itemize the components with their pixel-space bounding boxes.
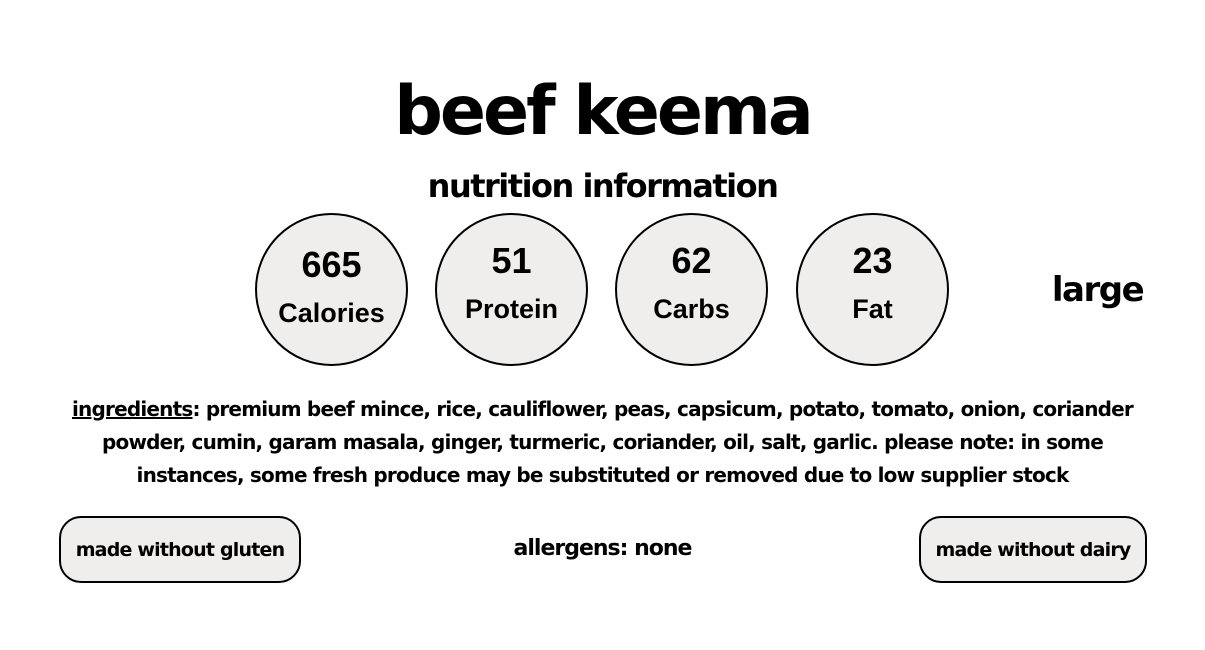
fat-circle: 23 Fat — [796, 213, 949, 366]
protein-value: 51 — [491, 240, 532, 281]
nutrition-heading: nutrition information — [427, 167, 779, 205]
carbs-value: 62 — [671, 240, 712, 281]
product-title: beef keema — [394, 72, 814, 151]
protein-circle: 51 Protein — [435, 213, 588, 366]
dairy-free-badge: made without dairy — [919, 516, 1147, 583]
portion-size: large — [1051, 270, 1145, 310]
calories-circle: 665 Calories — [255, 213, 408, 366]
fat-label: Fat — [852, 294, 893, 324]
allergens-text: allergens: none — [513, 536, 693, 561]
carbs-circle: 62 Carbs — [615, 213, 768, 366]
ingredients-text: ingredients: premium beef mince, rice, c… — [50, 393, 1155, 492]
fat-value: 23 — [852, 240, 893, 281]
calories-label: Calories — [278, 298, 385, 328]
ingredients-label: ingredients — [72, 397, 193, 421]
protein-label: Protein — [464, 294, 558, 324]
gluten-free-badge: made without gluten — [59, 516, 301, 583]
carbs-label: Carbs — [653, 294, 730, 324]
calories-value: 665 — [301, 244, 362, 285]
ingredients-list: : premium beef mince, rice, cauliflower,… — [102, 397, 1134, 487]
